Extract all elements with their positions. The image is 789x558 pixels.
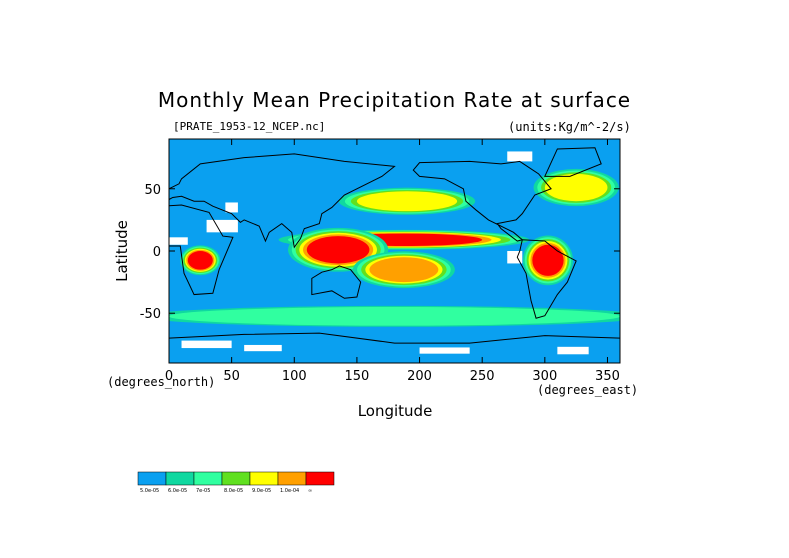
missing-data-patch: [507, 151, 533, 162]
coastline: [412, 160, 552, 242]
precip-region-north-pacific-storm-track-band-4: [356, 191, 458, 212]
y-axis-label: Latitude: [113, 220, 131, 282]
x-tick-label: 50: [223, 369, 240, 384]
y-tick-label: 0: [153, 245, 161, 260]
coastline: [516, 239, 577, 319]
coastline: [169, 204, 234, 296]
missing-data-patch: [225, 202, 238, 213]
precip-region-maritime-continent-band-6: [306, 236, 370, 264]
missing-data-patch: [169, 237, 188, 245]
missing-data-patch: [557, 346, 589, 355]
precip-region-central-africa-band-6: [187, 251, 213, 270]
x-tick-label: 100: [282, 369, 307, 384]
x-unit-label: (degrees_east): [537, 383, 638, 397]
x-tick-label: 350: [595, 369, 620, 384]
y-tick-label: 50: [144, 183, 161, 198]
coastline: [311, 265, 362, 299]
x-tick-label: 300: [532, 369, 557, 384]
missing-data-patch: [206, 219, 238, 233]
missing-data-patch: [181, 340, 232, 349]
precip-region-south-pacific-convergence-band-5: [369, 257, 439, 283]
precip-region-north-atlantic-storm-track-band-4: [544, 173, 608, 202]
precip-region-southern-ocean-band-2: [169, 307, 620, 326]
chart-subtitle: [PRATE_1953-12_NCEP.nc]: [173, 120, 326, 133]
coastline: [544, 147, 602, 177]
chart-units: (units:Kg/m^-2/s): [508, 120, 631, 134]
x-tick-label: 150: [345, 369, 370, 384]
coastline: [169, 153, 396, 249]
missing-data-patch: [419, 347, 470, 354]
coastline: [169, 332, 620, 363]
x-axis-label: Longitude: [358, 402, 433, 420]
y-unit-label: (degrees_north): [107, 375, 215, 389]
x-tick-label: 200: [407, 369, 432, 384]
y-tick-label: -50: [140, 307, 161, 322]
x-tick-label: 0: [165, 369, 173, 384]
chart-title: Monthly Mean Precipitation Rate at surfa…: [157, 88, 632, 112]
precip-region-amazon-band-6: [532, 244, 564, 276]
missing-data-patch: [244, 344, 282, 352]
x-tick-label: 250: [470, 369, 495, 384]
